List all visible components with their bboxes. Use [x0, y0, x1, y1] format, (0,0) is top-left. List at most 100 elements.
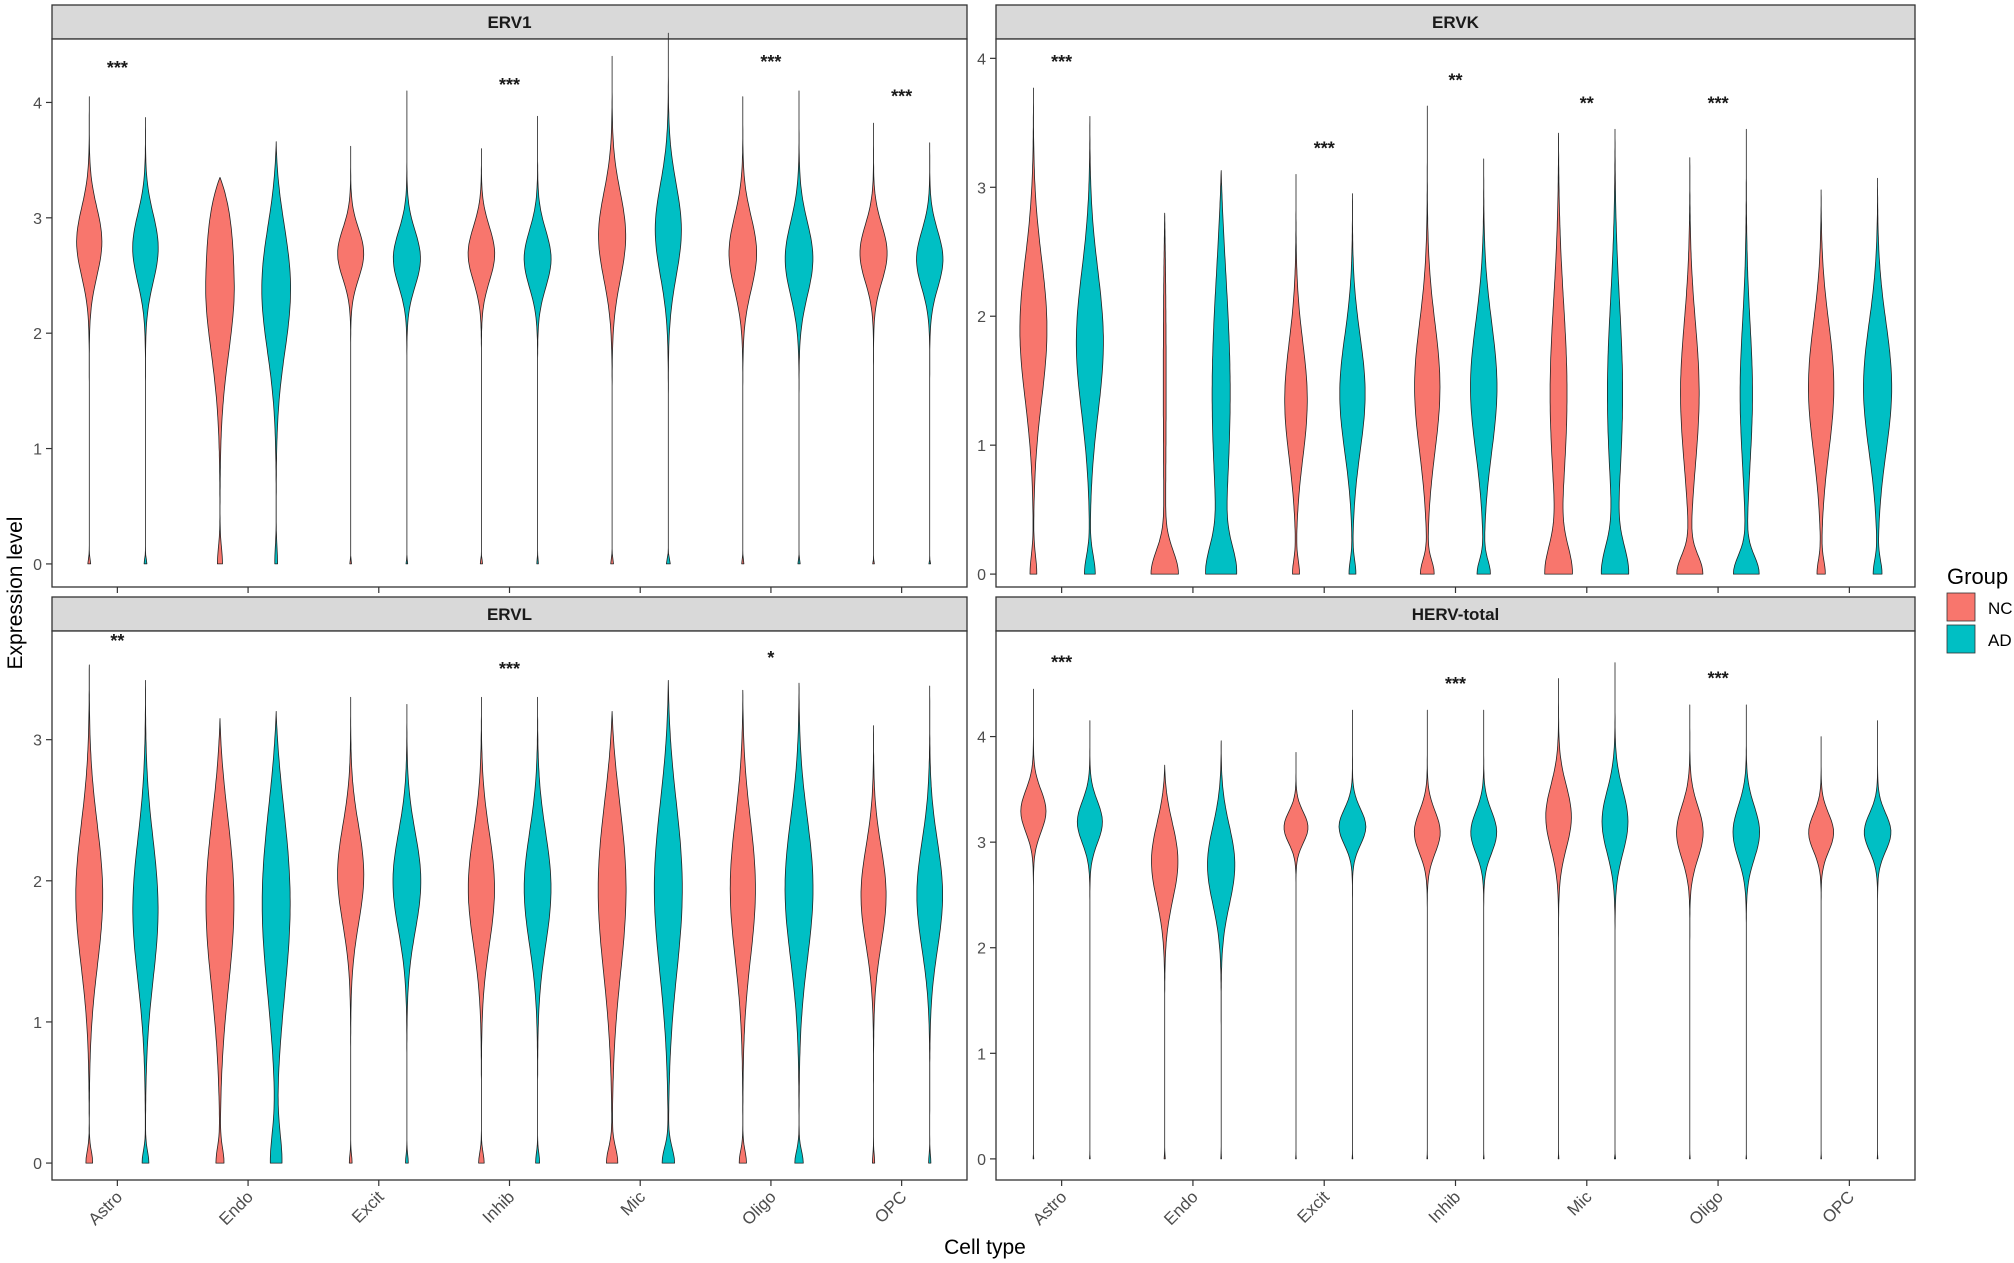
- violin-ervk-inhib-ad: [1470, 158, 1498, 575]
- violin-ervk-mic-nc: [1544, 132, 1573, 575]
- violin-erv1-oligo-nc: [728, 96, 757, 565]
- violin-herv-total-opc-nc: [1808, 736, 1834, 1160]
- y-tick-label-ervl: 1: [33, 1015, 42, 1032]
- significance-label-erv1-oligo: ***: [760, 52, 781, 72]
- violin-herv-total-oligo-nc: [1676, 704, 1704, 1160]
- y-tick-label-herv-total: 1: [977, 1046, 986, 1063]
- y-tick-label-ervk: 2: [977, 309, 986, 326]
- strip-ervk: [995, 4, 1916, 40]
- y-axis-title: Expression level: [4, 517, 27, 670]
- violin-herv-total-inhib-nc: [1413, 709, 1441, 1160]
- violin-erv1-oligo-ad: [784, 90, 814, 565]
- significance-label-herv-total-oligo: ***: [1708, 669, 1729, 689]
- significance-label-ervk-mic: **: [1580, 93, 1594, 113]
- violin-ervl-opc-ad: [916, 685, 943, 1164]
- y-tick-label-ervk: 4: [977, 51, 986, 68]
- strip-herv-total: [995, 596, 1916, 632]
- legend-label-ad: AD: [1988, 631, 2012, 650]
- violin-herv-total-astro-ad: [1076, 720, 1103, 1160]
- y-tick-label-herv-total: 4: [977, 730, 986, 747]
- significance-label-ervk-excit: ***: [1314, 139, 1335, 159]
- violin-ervk-endo-ad: [1205, 170, 1238, 575]
- violin-ervl-mic-nc: [597, 711, 627, 1164]
- significance-label-ervl-astro: **: [110, 631, 124, 651]
- violin-ervk-excit-ad: [1339, 193, 1366, 575]
- violin-ervl-excit-nc: [337, 696, 365, 1164]
- violin-ervk-mic-ad: [1600, 128, 1630, 575]
- y-tick-label-ervk: 0: [977, 567, 986, 584]
- violin-ervk-astro-nc: [1019, 87, 1048, 575]
- violin-ervk-endo-nc: [1150, 212, 1179, 575]
- violin-erv1-opc-ad: [916, 142, 944, 565]
- significance-label-ervk-inhib: **: [1448, 70, 1462, 90]
- significance-label-ervk-astro: ***: [1051, 52, 1072, 72]
- panel-erv1: ERV1 0 1 2 3 4 *** *** *** ***: [33, 4, 968, 593]
- y-tick-label-erv1: 1: [33, 442, 42, 459]
- strip-title-erv1: ERV1: [487, 13, 531, 32]
- violin-ervk-opc-ad: [1863, 177, 1893, 575]
- violin-erv1-mic-ad: [654, 32, 682, 565]
- significance-label-erv1-opc: ***: [891, 87, 912, 107]
- strip-ervl: [51, 596, 968, 632]
- violin-herv-total-excit-nc: [1283, 752, 1309, 1160]
- violin-herv-total-opc-ad: [1863, 720, 1892, 1160]
- y-tick-label-ervl: 2: [33, 874, 42, 891]
- violin-ervl-excit-ad: [392, 704, 422, 1164]
- violin-ervl-endo-ad: [261, 711, 291, 1164]
- violin-ervl-mic-ad: [653, 680, 683, 1164]
- violin-erv1-astro-nc: [76, 96, 103, 565]
- violin-ervk-oligo-nc: [1676, 157, 1704, 575]
- significance-label-ervk-oligo: ***: [1708, 93, 1729, 113]
- violin-ervl-endo-nc: [205, 718, 235, 1164]
- strip-title-ervk: ERVK: [1432, 13, 1480, 32]
- legend-label-nc: NC: [1988, 599, 2013, 618]
- violin-erv1-opc-nc: [859, 122, 888, 565]
- y-tick-label-herv-total: 2: [977, 941, 986, 958]
- plot-area-ervk: [995, 38, 1916, 588]
- plot-area-herv-total: [995, 630, 1916, 1181]
- y-tick-label-erv1: 3: [33, 211, 42, 228]
- violin-ervk-excit-nc: [1284, 174, 1308, 575]
- violin-herv-total-mic-ad: [1601, 662, 1629, 1160]
- violin-ervk-oligo-ad: [1733, 128, 1760, 575]
- strip-title-ervl: ERVL: [487, 605, 532, 624]
- significance-label-herv-total-astro: ***: [1051, 653, 1072, 673]
- legend: Group NC AD: [1946, 564, 2013, 654]
- violin-herv-total-endo-ad: [1207, 740, 1236, 1160]
- violin-herv-total-inhib-ad: [1470, 709, 1498, 1160]
- y-tick-label-ervl: 3: [33, 733, 42, 750]
- violin-erv1-inhib-nc: [467, 148, 496, 565]
- legend-key-nc: [1946, 592, 1976, 622]
- strip-title-herv-total: HERV-total: [1412, 605, 1500, 624]
- violin-erv1-endo-nc: [205, 177, 235, 565]
- violin-erv1-astro-ad: [132, 117, 159, 565]
- violin-ervl-inhib-nc: [467, 696, 495, 1164]
- legend-key-ad: [1946, 624, 1976, 654]
- violin-ervk-astro-ad: [1075, 116, 1104, 575]
- significance-label-erv1-inhib: ***: [499, 75, 520, 95]
- y-tick-label-ervk: 1: [977, 438, 986, 455]
- violin-ervl-oligo-ad: [784, 682, 814, 1164]
- violin-ervk-opc-nc: [1808, 189, 1835, 575]
- significance-label-herv-total-inhib: ***: [1445, 674, 1466, 694]
- y-tick-label-erv1: 2: [33, 326, 42, 343]
- violin-ervl-astro-ad: [132, 680, 159, 1164]
- violin-herv-total-endo-nc: [1151, 764, 1179, 1160]
- significance-label-ervl-inhib: ***: [499, 659, 520, 679]
- x-axis-title: Cell type: [944, 1236, 1026, 1259]
- violin-herv-total-astro-nc: [1020, 688, 1047, 1160]
- significance-label-erv1-astro: ***: [107, 58, 128, 78]
- plot-area-ervl: [51, 630, 968, 1181]
- significance-label-ervl-oligo: *: [767, 648, 774, 668]
- y-tick-label-herv-total: 0: [977, 1152, 986, 1169]
- violin-herv-total-excit-ad: [1338, 709, 1367, 1160]
- plot-area-erv1: [51, 38, 968, 588]
- violin-ervl-opc-nc: [860, 725, 887, 1164]
- violin-ervl-inhib-ad: [523, 696, 552, 1164]
- y-tick-label-ervl: 0: [33, 1156, 42, 1173]
